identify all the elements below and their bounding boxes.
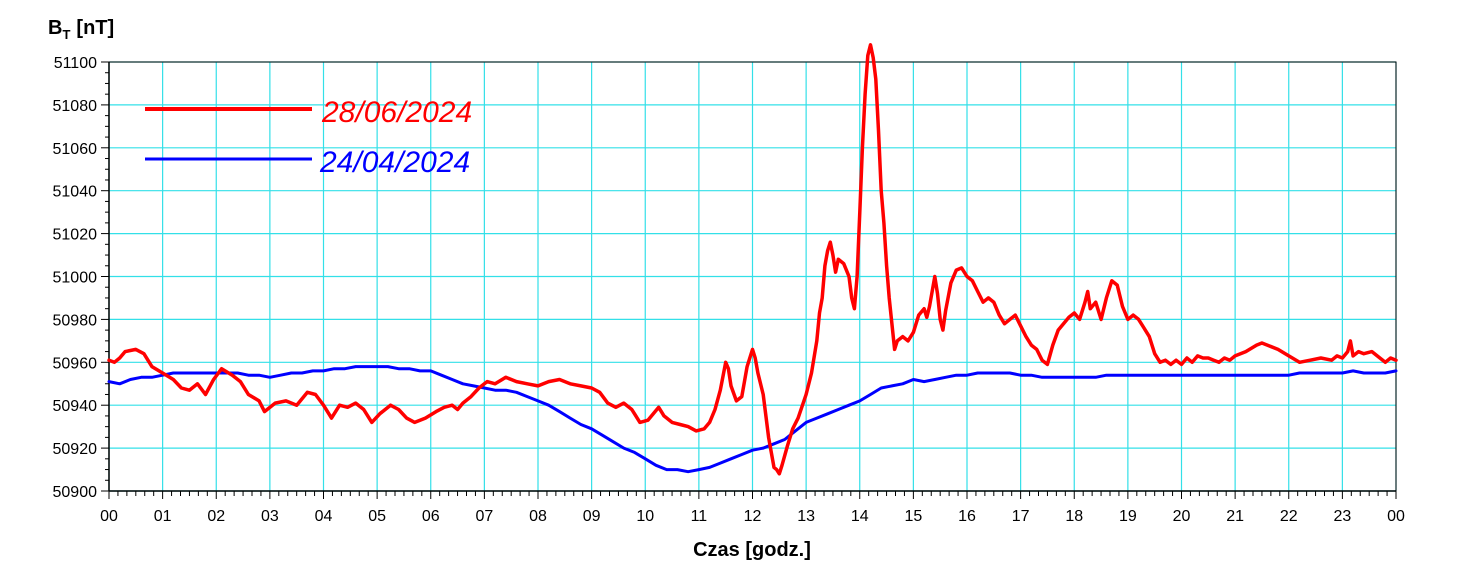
x-tick-label: 22 <box>1280 508 1298 525</box>
x-tick-label: 19 <box>1119 508 1137 525</box>
series-group <box>107 43 1398 476</box>
x-tick-label: 23 <box>1333 508 1351 525</box>
x-tick-label: 14 <box>851 508 869 525</box>
x-axis-title: Czas [godz.] <box>693 539 811 561</box>
x-tick-label: 11 <box>691 508 708 525</box>
x-tick-label: 18 <box>1065 508 1083 525</box>
x-tick-label: 09 <box>583 508 601 525</box>
x-tick-label: 08 <box>529 508 547 525</box>
legend-label-series-2: 24/04/2024 <box>319 146 470 179</box>
axes: 50900 50920 50940 50960 50980 51000 51020 51040… <box>53 55 1406 525</box>
x-tick-label: 07 <box>475 508 493 525</box>
y-tick-label: 50940 <box>53 398 98 415</box>
series-line-1 <box>107 43 1398 476</box>
x-tick-label: 10 <box>636 508 654 525</box>
y-tick-label: 51060 <box>53 141 98 158</box>
series-line-2 <box>107 365 1398 474</box>
x-tick-label: 00 <box>1387 508 1405 525</box>
x-tick-label: 20 <box>1173 508 1191 525</box>
x-tick-label: 05 <box>368 508 386 525</box>
x-tick-label: 02 <box>207 508 225 525</box>
legend-label-series-1: 28/06/2024 <box>321 96 472 129</box>
legend: 28/06/2024 24/04/2024 <box>145 96 472 179</box>
grid <box>108 61 1397 492</box>
y-tick-label: 51040 <box>53 184 98 201</box>
x-tick-label: 00 <box>100 508 118 525</box>
y-tick-label: 50920 <box>53 441 98 458</box>
y-axis-symbol: B <box>48 17 62 39</box>
y-axis-title: BT [nT] <box>48 17 114 42</box>
y-tick-label: 50960 <box>53 355 98 372</box>
y-tick-label: 51020 <box>53 227 98 244</box>
x-tick-label: 04 <box>315 508 333 525</box>
x-tick-label: 06 <box>422 508 440 525</box>
x-tick-label: 01 <box>154 508 172 525</box>
x-tick-label: 17 <box>1012 508 1030 525</box>
y-tick-label: 51000 <box>53 270 98 287</box>
x-tick-label: 12 <box>744 508 762 525</box>
y-tick-label: 50900 <box>53 484 98 501</box>
y-axis-subscript: T <box>62 27 70 42</box>
y-tick-label: 50980 <box>53 312 98 329</box>
y-tick-label: 51080 <box>53 98 98 115</box>
y-axis-unit: [nT] <box>76 17 114 39</box>
x-tick-label: 16 <box>958 508 976 525</box>
x-tick-label: 13 <box>797 508 815 525</box>
y-tick-label: 51100 <box>54 55 97 72</box>
x-tick-label: 21 <box>1226 508 1244 525</box>
x-tick-label: 15 <box>904 508 922 525</box>
x-tick-label: 03 <box>261 508 279 525</box>
